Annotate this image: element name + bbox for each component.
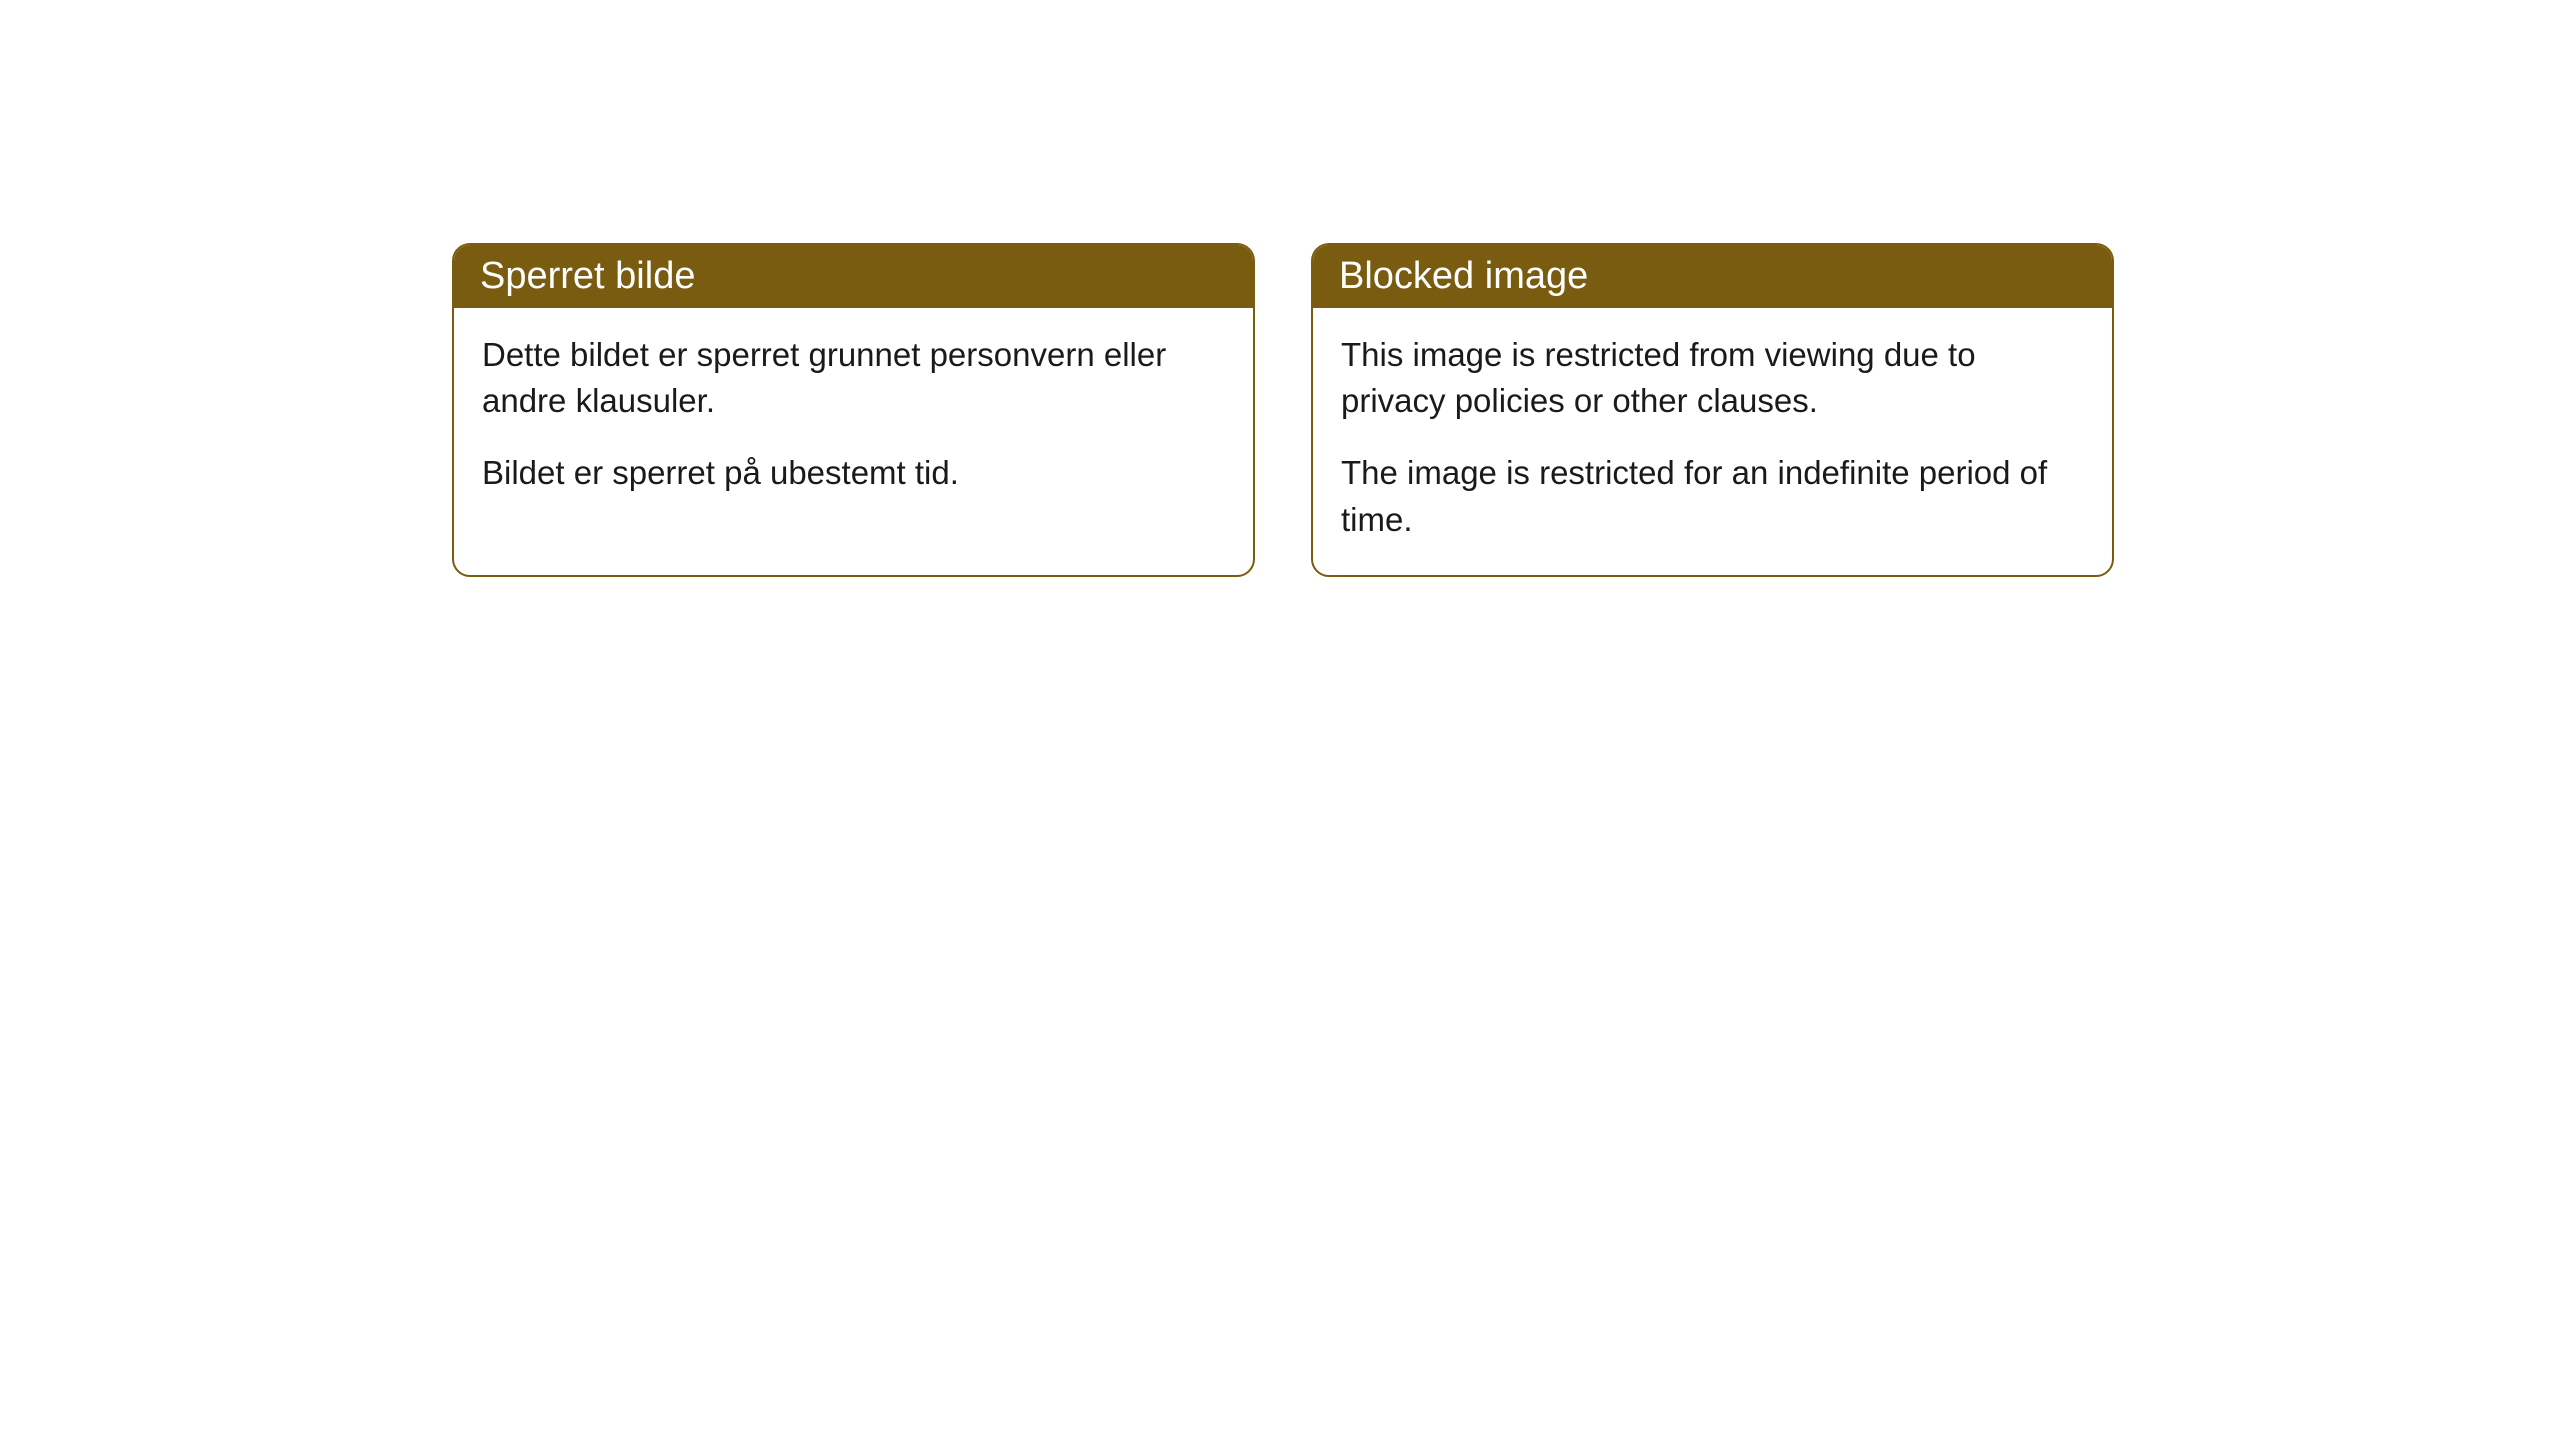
notice-paragraph: The image is restricted for an indefinit…	[1341, 450, 2084, 542]
notice-header: Blocked image	[1313, 245, 2112, 308]
notice-card-norwegian: Sperret bilde Dette bildet er sperret gr…	[452, 243, 1255, 577]
notice-paragraph: This image is restricted from viewing du…	[1341, 332, 2084, 424]
notice-cards-container: Sperret bilde Dette bildet er sperret gr…	[452, 243, 2114, 577]
notice-header: Sperret bilde	[454, 245, 1253, 308]
notice-paragraph: Dette bildet er sperret grunnet personve…	[482, 332, 1225, 424]
notice-body: This image is restricted from viewing du…	[1313, 308, 2112, 575]
notice-card-english: Blocked image This image is restricted f…	[1311, 243, 2114, 577]
notice-paragraph: Bildet er sperret på ubestemt tid.	[482, 450, 1225, 496]
notice-body: Dette bildet er sperret grunnet personve…	[454, 308, 1253, 529]
